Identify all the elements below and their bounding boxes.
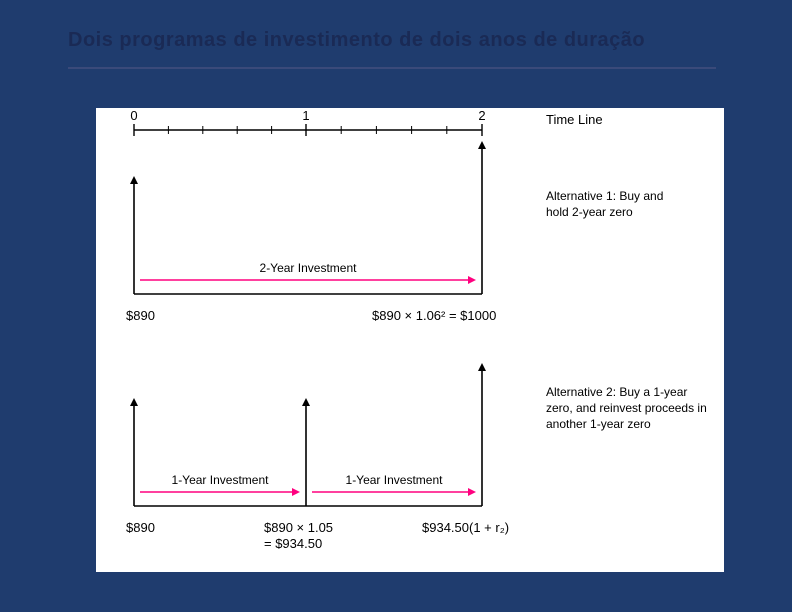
svg-text:1: 1	[302, 108, 309, 123]
svg-text:$890 × 1.06² = $1000: $890 × 1.06² = $1000	[372, 308, 496, 323]
svg-text:= $934.50: = $934.50	[264, 536, 322, 551]
diagram-panel: 0 1 2 Time Line Alternative 1: Buy and hold 2…	[96, 108, 724, 572]
title-rule	[68, 67, 716, 69]
svg-text:$890: $890	[126, 520, 155, 535]
svg-text:2: 2	[478, 108, 485, 123]
svg-text:another 1-year zero: another 1-year zero	[546, 417, 651, 431]
svg-text:1-Year Investment: 1-Year Investment	[346, 473, 444, 487]
svg-text:hold 2-year zero: hold 2-year zero	[546, 205, 633, 219]
svg-text:1-Year Investment: 1-Year Investment	[172, 473, 270, 487]
slide-title: Dois programas de investimento de dois a…	[68, 28, 792, 53]
diagram-svg: 0 1 2 Time Line Alternative 1: Buy and hold 2…	[96, 108, 724, 572]
svg-text:$890: $890	[126, 308, 155, 323]
svg-text:2-Year Investment: 2-Year Investment	[260, 261, 358, 275]
svg-text:$934.50(1 + r₂): $934.50(1 + r₂)	[422, 520, 509, 535]
svg-text:zero, and reinvest proceeds in: zero, and reinvest proceeds in	[546, 401, 707, 415]
svg-text:Time Line: Time Line	[546, 112, 603, 127]
svg-text:0: 0	[130, 108, 137, 123]
svg-text:$890 × 1.05: $890 × 1.05	[264, 520, 333, 535]
slide-title-wrap: Dois programas de investimento de dois a…	[0, 0, 792, 59]
svg-text:Alternative 1: Buy and: Alternative 1: Buy and	[546, 189, 663, 203]
svg-text:Alternative 2: Buy a 1-year: Alternative 2: Buy a 1-year	[546, 385, 687, 399]
